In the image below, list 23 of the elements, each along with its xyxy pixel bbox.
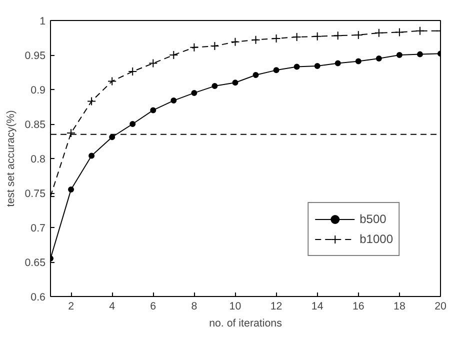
y-tick-label: 0.6 <box>30 292 46 304</box>
x-axis-title: no. of iterations <box>209 318 282 330</box>
y-tick-label: 0.8 <box>30 154 46 166</box>
x-tick-label: 12 <box>270 300 282 312</box>
y-tick-label: 0.75 <box>24 188 46 200</box>
x-tick-label: 2 <box>68 300 74 312</box>
x-tick-label: 18 <box>394 300 406 312</box>
y-tick-label: 1 <box>40 16 46 28</box>
y-tick-label: 0.95 <box>24 50 46 62</box>
x-tick-label: 4 <box>109 300 116 312</box>
x-tick-label: 10 <box>229 300 242 312</box>
y-axis-title: test set accuracy(%) <box>4 110 17 207</box>
x-tick-label: 16 <box>352 300 364 312</box>
y-tick-label: 0.9 <box>30 84 46 96</box>
y-tick-label: 0.85 <box>24 119 46 131</box>
x-tick-label: 6 <box>150 300 156 312</box>
legend-label: b500 <box>360 212 386 226</box>
y-tick-label: 0.7 <box>30 222 46 234</box>
x-tick-label: 8 <box>191 300 198 312</box>
x-tick-label: 14 <box>311 300 324 312</box>
x-tick-label: 20 <box>434 300 446 312</box>
y-tick-label: 0.65 <box>24 257 46 269</box>
legend-label: b1000 <box>360 232 393 246</box>
